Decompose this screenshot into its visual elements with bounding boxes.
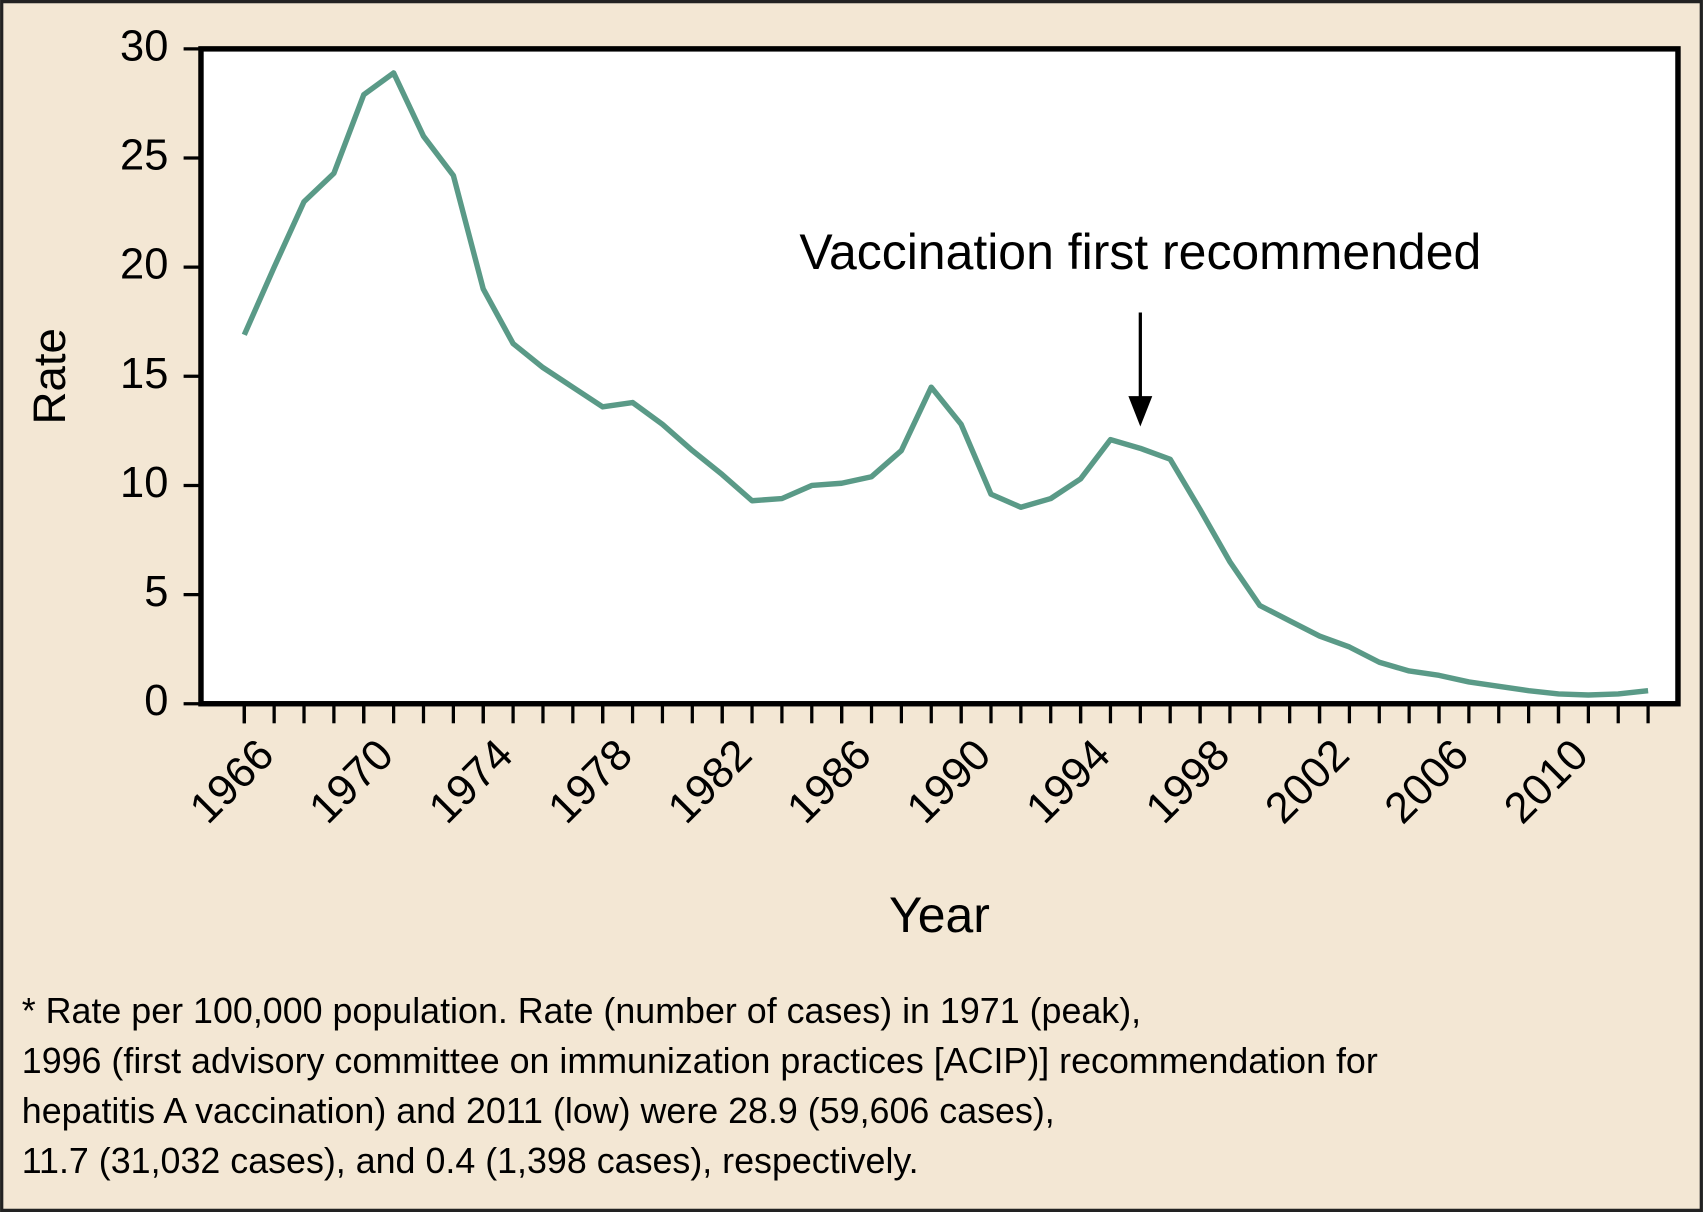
footnote-line: hepatitis A vaccination) and 2011 (low) … bbox=[22, 1091, 1055, 1131]
y-tick-label: 25 bbox=[120, 131, 168, 179]
data-line bbox=[241, 70, 1649, 698]
plot-border bbox=[198, 46, 1681, 707]
footnote-line: 1996 (first advisory committee on immuni… bbox=[22, 1041, 1378, 1081]
y-tick-label: 15 bbox=[120, 350, 168, 398]
y-tick-label: 10 bbox=[120, 459, 168, 507]
y-tick-label: 5 bbox=[144, 568, 168, 616]
footnote-line: 11.7 (31,032 cases), and 0.4 (1,398 case… bbox=[22, 1141, 919, 1181]
y-axis-label: Rate bbox=[24, 328, 75, 424]
plot-area bbox=[200, 48, 1678, 704]
annotation: Vaccination first recommended bbox=[799, 224, 1481, 280]
y-tick-label: 20 bbox=[120, 241, 168, 289]
footnote-line: * Rate per 100,000 population. Rate (num… bbox=[22, 991, 1141, 1031]
y-tick-label: 30 bbox=[120, 22, 168, 70]
annotation-arrowhead bbox=[1128, 396, 1153, 427]
y-tick-label: 0 bbox=[144, 677, 168, 725]
x-axis-label: Year bbox=[889, 887, 990, 943]
